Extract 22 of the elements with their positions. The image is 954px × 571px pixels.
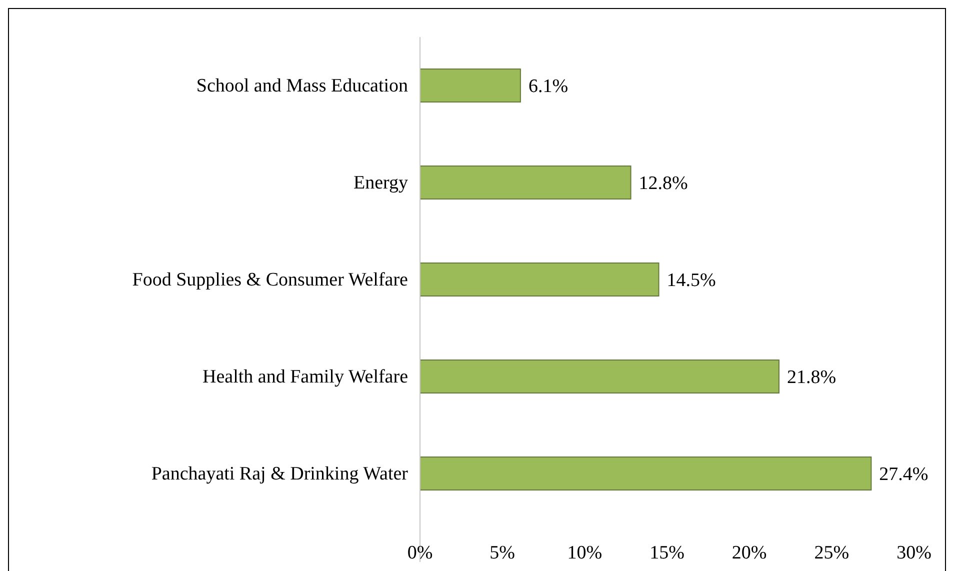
y-tick-label: Food Supplies & Consumer Welfare <box>132 270 408 291</box>
bar <box>420 262 660 296</box>
data-label: 14.5% <box>666 270 716 292</box>
bar <box>420 360 780 394</box>
data-label: 21.8% <box>786 367 836 388</box>
data-label: 27.4% <box>879 464 928 486</box>
x-tick-label: 0% <box>407 542 433 564</box>
y-tick-label: Health and Family Welfare <box>202 366 408 388</box>
x-tick-label: 15% <box>650 542 685 564</box>
x-tick-label: 5% <box>490 542 516 564</box>
x-tick-label: 10% <box>567 542 602 564</box>
bar <box>420 166 632 200</box>
bar <box>420 456 872 490</box>
y-tick-label: School and Mass Education <box>196 76 408 97</box>
x-tick-label: 20% <box>732 542 767 564</box>
x-tick-label: 25% <box>814 542 850 564</box>
x-tick-label: 30% <box>896 542 932 564</box>
data-label: 12.8% <box>638 173 688 194</box>
y-tick-label: Energy <box>353 172 408 194</box>
y-tick-label: Panchayati Raj & Drinking Water <box>151 464 409 485</box>
data-label: 6.1% <box>528 76 568 98</box>
bar <box>420 68 521 102</box>
